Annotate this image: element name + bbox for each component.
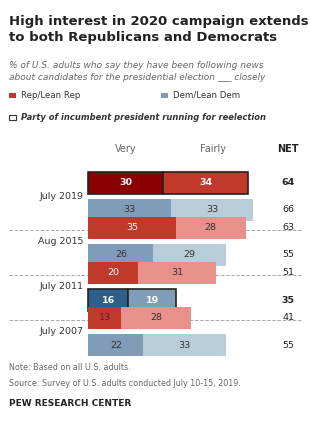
Text: 33: 33 (123, 205, 136, 215)
Text: Source: Survey of U.S. adults conducted July 10-15, 2019.: Source: Survey of U.S. adults conducted … (9, 379, 241, 388)
Bar (163, 172, 248, 194)
Text: 30: 30 (119, 178, 132, 187)
Bar (128, 289, 176, 311)
Bar (88, 172, 163, 194)
Text: 34: 34 (199, 178, 212, 187)
Text: 35: 35 (282, 296, 295, 304)
Bar (88, 217, 176, 239)
Text: July 2011: July 2011 (40, 282, 84, 291)
Bar (171, 199, 253, 221)
Text: 66: 66 (282, 205, 294, 215)
Text: 63: 63 (282, 223, 294, 232)
Bar (9, 115, 16, 120)
Text: 51: 51 (282, 268, 294, 277)
Text: 31: 31 (171, 268, 183, 277)
Text: High interest in 2020 campaign extends
to both Republicans and Democrats: High interest in 2020 campaign extends t… (9, 15, 309, 44)
Bar (88, 334, 143, 356)
Bar (121, 307, 191, 329)
Text: 28: 28 (150, 313, 162, 323)
Text: PEW RESEARCH CENTER: PEW RESEARCH CENTER (9, 399, 131, 407)
Bar (88, 199, 171, 221)
Bar (9, 93, 16, 98)
Text: 55: 55 (282, 251, 294, 259)
Text: 22: 22 (110, 340, 122, 350)
Text: 28: 28 (205, 223, 217, 232)
Text: 26: 26 (115, 251, 127, 259)
Text: Party of incumbent president running for reelection: Party of incumbent president running for… (21, 113, 266, 122)
Text: 13: 13 (99, 313, 111, 323)
Bar (138, 262, 216, 284)
Text: 55: 55 (282, 340, 294, 350)
Text: Fairly: Fairly (200, 144, 226, 154)
Text: 19: 19 (145, 296, 159, 304)
Text: 64: 64 (282, 178, 295, 187)
Bar (88, 289, 128, 311)
Text: July 2007: July 2007 (40, 327, 84, 336)
Text: Rep/Lean Rep: Rep/Lean Rep (21, 91, 80, 100)
Bar (161, 93, 168, 98)
Text: 41: 41 (282, 313, 294, 323)
Bar (88, 262, 138, 284)
Text: Aug 2015: Aug 2015 (38, 237, 84, 246)
Bar (88, 307, 121, 329)
Bar (143, 334, 226, 356)
Text: 29: 29 (184, 251, 196, 259)
Bar (153, 244, 226, 266)
Text: Very: Very (115, 144, 137, 154)
Text: 16: 16 (102, 296, 115, 304)
Text: % of U.S. adults who say they have been following news
about candidates for the : % of U.S. adults who say they have been … (9, 61, 266, 81)
Text: July 2019: July 2019 (40, 192, 84, 201)
Text: Dem/Lean Dem: Dem/Lean Dem (173, 91, 240, 100)
Bar (176, 217, 246, 239)
Text: 33: 33 (179, 340, 191, 350)
Text: Note: Based on all U.S. adults.: Note: Based on all U.S. adults. (9, 363, 131, 371)
Text: 33: 33 (206, 205, 218, 215)
Text: NET: NET (277, 144, 299, 154)
Text: 35: 35 (126, 223, 138, 232)
Bar (88, 244, 153, 266)
Text: 20: 20 (107, 268, 119, 277)
